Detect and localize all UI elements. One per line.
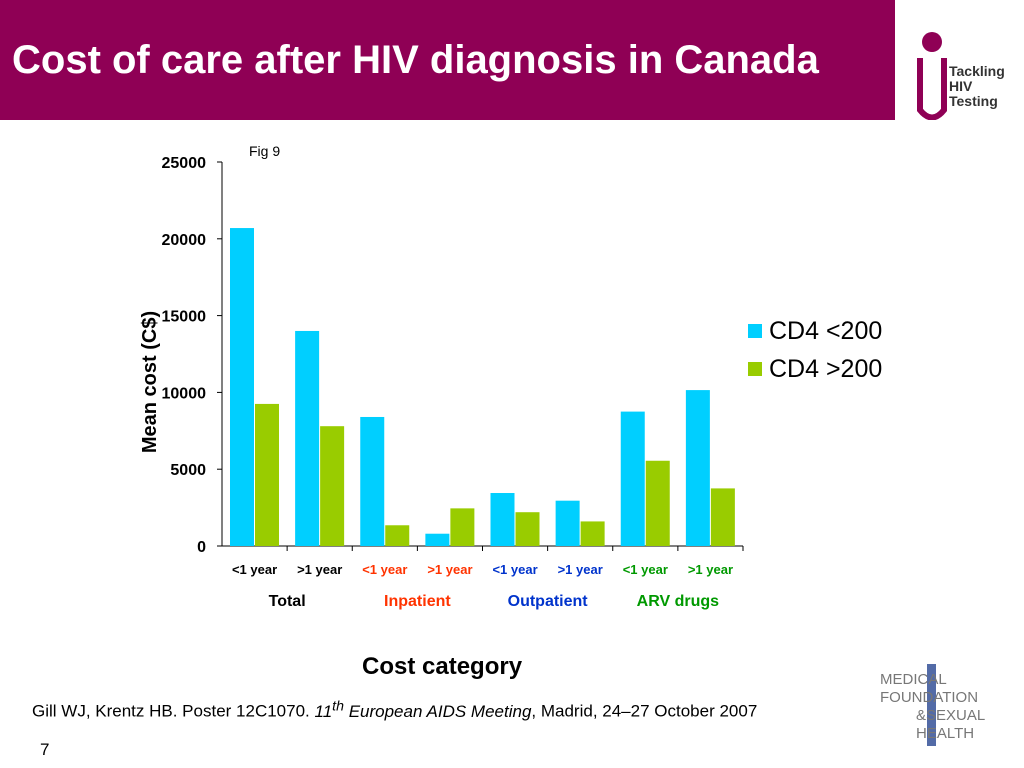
- x-tick-label: >1 year: [688, 562, 733, 577]
- logo-line-2: HIV: [949, 78, 973, 94]
- bar-cd4-high: [710, 488, 735, 546]
- x-tick-label: <1 year: [232, 562, 277, 577]
- y-tick-label: 10000: [162, 385, 207, 402]
- legend-label-cd4-low: CD4 <200: [769, 316, 883, 345]
- bar-cd4-low: [360, 416, 385, 546]
- tackling-hiv-testing-icon: Tackling HIV Testing: [917, 32, 1005, 121]
- y-axis-title: Mean cost (C$): [139, 311, 161, 453]
- medical-foundation-logo: MEDICAL FOUNDATION &SEXUAL HEALTH: [880, 660, 1000, 755]
- y-tick-label: 0: [197, 539, 206, 556]
- x-tick-label: <1 year: [492, 562, 537, 577]
- legend-item-cd4-high: CD4 >200: [748, 350, 882, 388]
- group-label: Outpatient: [508, 593, 589, 610]
- page-number: 7: [40, 740, 50, 759]
- y-tick-label: 20000: [162, 232, 207, 249]
- citation-ordinal: 11: [314, 701, 333, 721]
- group-label: Total: [269, 593, 306, 610]
- bar-cd4-low: [490, 493, 515, 546]
- bar-cd4-high: [645, 460, 670, 546]
- legend-swatch-cd4-high: [748, 362, 762, 376]
- y-tick-label: 15000: [162, 309, 207, 326]
- citation-meeting: European AIDS Meeting: [343, 701, 532, 721]
- medical-foundation-icon: MEDICAL FOUNDATION &SEXUAL HEALTH: [880, 664, 985, 746]
- legend-label-cd4-high: CD4 >200: [769, 354, 883, 383]
- sponsor-line-3: &SEXUAL: [916, 707, 985, 724]
- bar-cd4-high: [580, 521, 605, 546]
- bar-cd4-low: [555, 500, 580, 546]
- sponsor-line-4: HEALTH: [916, 725, 974, 742]
- bar-cd4-high: [255, 403, 279, 546]
- sponsor-line-2: FOUNDATION: [880, 689, 978, 706]
- bar-cd4-low: [620, 411, 645, 546]
- chart-legend: CD4 <200 CD4 >200: [748, 312, 882, 388]
- bar-cd4-high: [450, 508, 475, 546]
- bar-cd4-low: [230, 228, 254, 546]
- x-tick-label: >1 year: [427, 562, 472, 577]
- logo-line-3: Testing: [949, 93, 998, 109]
- x-tick-label: <1 year: [623, 562, 668, 577]
- citation: Gill WJ, Krentz HB. Poster 12C1070. 11th…: [32, 698, 757, 722]
- y-tick-label: 25000: [162, 155, 207, 172]
- bar-cd4-low: [685, 390, 710, 546]
- bar-cd4-low: [295, 330, 320, 546]
- y-tick-label: 5000: [170, 462, 206, 479]
- slide-title: Cost of care after HIV diagnosis in Cana…: [12, 38, 819, 82]
- group-label: ARV drugs: [637, 593, 719, 610]
- figure-label: Fig 9: [249, 143, 281, 159]
- citation-rest: , Madrid, 24–27 October 2007: [531, 701, 758, 721]
- bar-cd4-high: [385, 525, 410, 546]
- bar-cd4-high: [320, 426, 345, 546]
- bar-cd4-high: [515, 512, 540, 546]
- x-tick-label: <1 year: [362, 562, 407, 577]
- group-label: Inpatient: [384, 593, 451, 610]
- bar-chart: 0 5000 10000 15000 20000 25000 Mean cost (C$) <…: [139, 155, 744, 610]
- citation-authors: Gill WJ, Krentz HB. Poster 12C1070.: [32, 701, 315, 721]
- sponsor-line-1: MEDICAL: [880, 671, 947, 688]
- title-bar: Cost of care after HIV diagnosis in Cana…: [0, 0, 895, 120]
- logo-line-1: Tackling: [949, 63, 1005, 79]
- citation-ordinal-sup: th: [332, 698, 344, 714]
- legend-item-cd4-low: CD4 <200: [748, 312, 882, 350]
- x-tick-label: >1 year: [558, 562, 603, 577]
- tackling-hiv-testing-logo: Tackling HIV Testing: [895, 0, 1024, 121]
- x-tick-label: >1 year: [297, 562, 342, 577]
- bar-cd4-low: [425, 533, 450, 546]
- legend-swatch-cd4-low: [748, 324, 762, 338]
- x-axis-title: Cost category: [362, 653, 523, 680]
